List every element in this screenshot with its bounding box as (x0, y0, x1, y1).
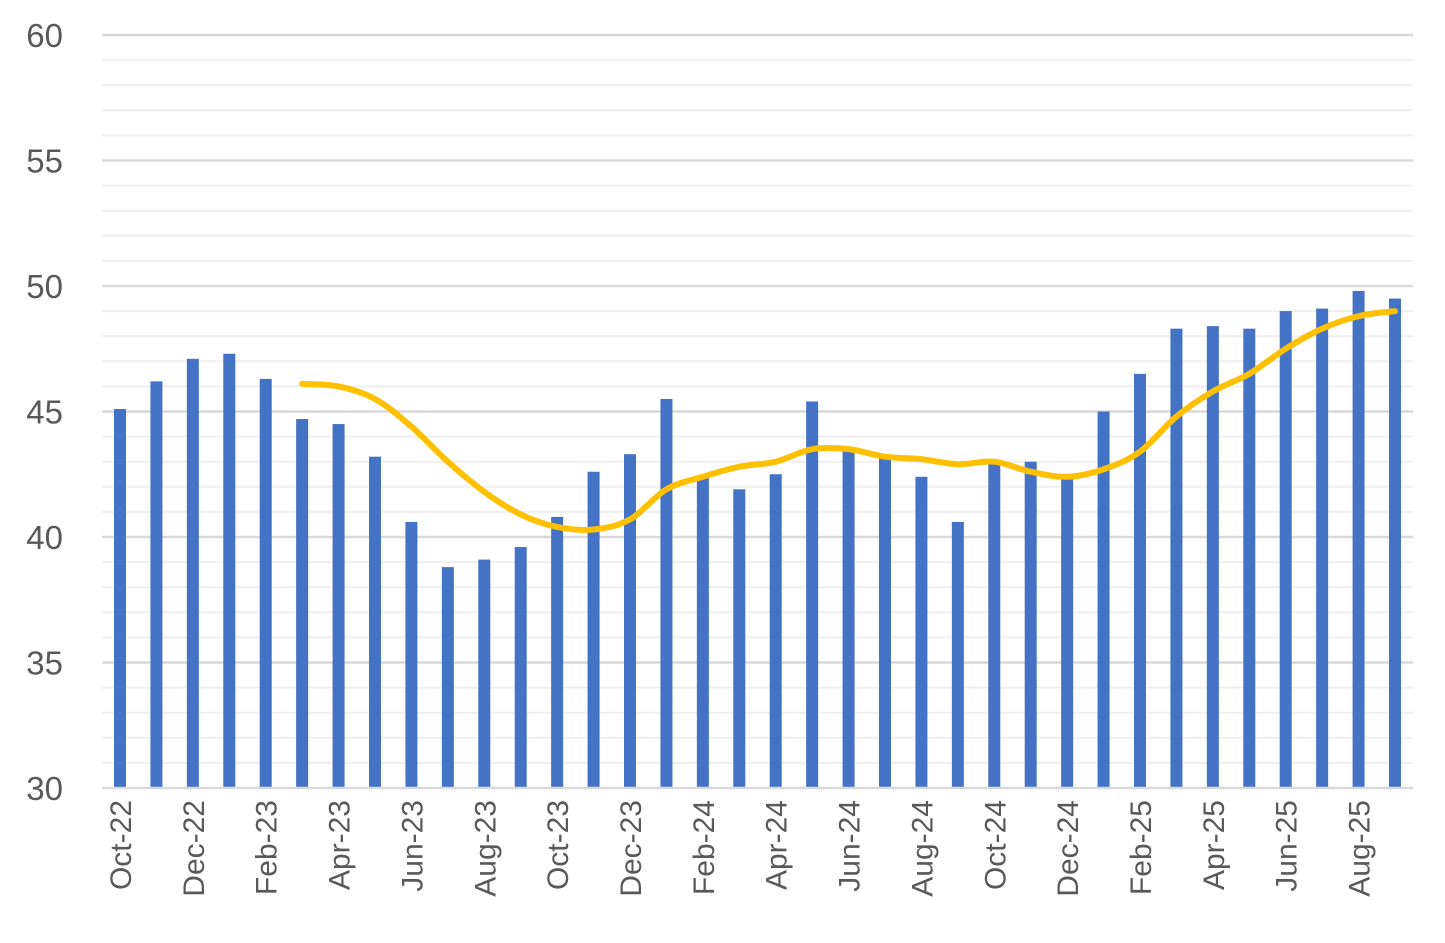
bar (1389, 298, 1401, 788)
x-tick-label: Jun-25 (1271, 800, 1304, 892)
bar (405, 521, 418, 788)
bar (1134, 373, 1146, 788)
y-tick-label: 40 (26, 519, 63, 556)
major-gridlines (102, 33, 1413, 664)
bar (223, 353, 236, 788)
bar (1097, 411, 1110, 788)
bar (1279, 311, 1292, 788)
bar (551, 516, 564, 788)
x-tick-label: Apr-23 (324, 800, 357, 890)
minor-gridlines (102, 59, 1413, 764)
x-tick-label: Oct-24 (979, 800, 1012, 890)
bar (186, 358, 199, 788)
bar (1206, 326, 1219, 788)
bar (915, 476, 928, 788)
x-tick-label: Aug-25 (1344, 800, 1377, 897)
y-tick-label: 45 (26, 394, 63, 431)
bar (1352, 291, 1365, 788)
y-tick-label: 60 (26, 17, 63, 54)
bar (879, 456, 891, 788)
bar (259, 378, 272, 788)
x-tick-label: Aug-24 (906, 800, 939, 897)
x-tick-label: Jun-24 (834, 800, 867, 892)
bar (332, 424, 345, 788)
x-tick-label: Oct-23 (542, 800, 575, 890)
bar (842, 449, 855, 788)
bar (624, 454, 636, 788)
bar (587, 471, 600, 788)
bar (150, 381, 163, 788)
y-tick-label: 55 (26, 143, 63, 180)
bar (296, 419, 309, 788)
bar (660, 398, 673, 788)
bar (369, 456, 381, 788)
bar (1061, 474, 1074, 788)
x-tick-label: Aug-23 (469, 800, 502, 897)
line-series (299, 308, 1398, 533)
x-tick-label: Apr-24 (761, 800, 794, 890)
bar (478, 559, 491, 788)
bar (951, 521, 964, 788)
x-tick-label: Feb-24 (688, 800, 721, 895)
x-tick-label: Jun-23 (396, 800, 429, 892)
bar (1170, 328, 1183, 788)
y-tick-label: 50 (26, 268, 63, 305)
bar (514, 547, 527, 788)
y-tick-label: 30 (26, 770, 63, 807)
bar (1024, 461, 1037, 788)
x-tick-label: Dec-24 (1052, 800, 1085, 897)
bar (806, 401, 819, 788)
bar (769, 474, 782, 788)
bar (696, 476, 709, 788)
bar (988, 464, 1001, 788)
x-tick-label: Feb-23 (251, 800, 284, 895)
x-tick-label: Dec-22 (178, 800, 211, 897)
x-tick-label: Dec-23 (615, 800, 648, 897)
x-tick-label: Feb-25 (1125, 800, 1158, 895)
bar-series (114, 291, 1401, 788)
x-tick-label: Oct-22 (105, 800, 138, 890)
bar (1243, 328, 1256, 788)
x-axis-tick-labels: Oct-22 Dec-22 Feb-23 Apr-23 Jun-23 Aug-23 Oct-… (105, 800, 1377, 897)
bar (114, 408, 126, 788)
bar (441, 567, 454, 788)
bar (733, 489, 746, 788)
x-tick-label: Apr-25 (1198, 800, 1231, 890)
y-tick-label: 35 (26, 645, 63, 682)
y-axis-tick-labels: 30 35 40 45 50 55 60 (26, 17, 63, 807)
bar (1316, 308, 1329, 788)
trend-line (299, 308, 1398, 533)
